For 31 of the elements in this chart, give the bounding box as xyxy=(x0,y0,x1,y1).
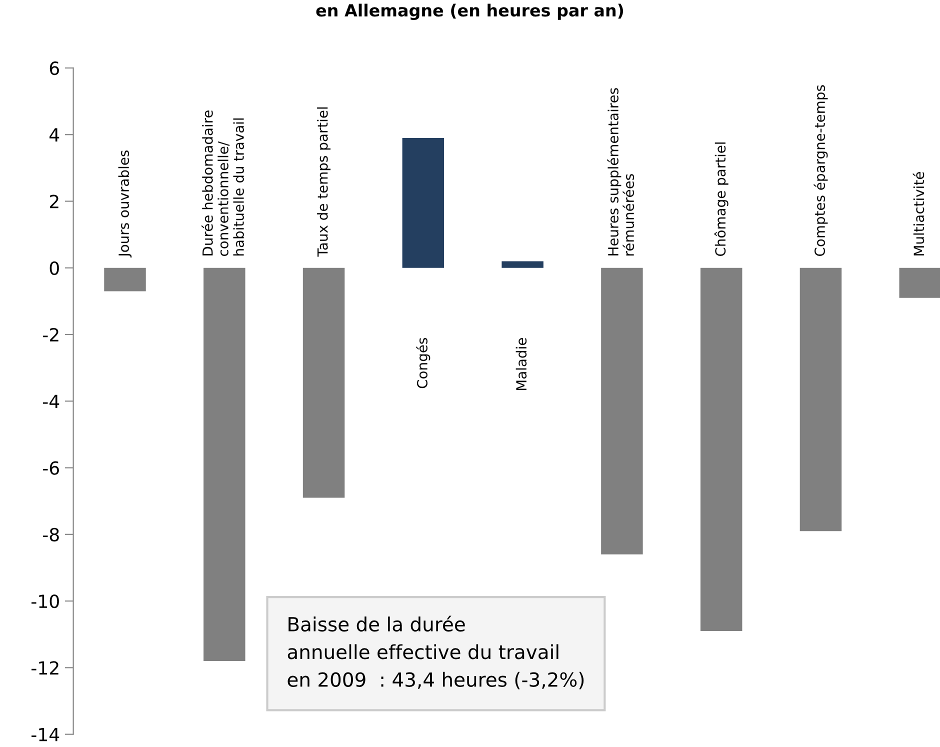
bar xyxy=(601,268,643,554)
bar xyxy=(104,268,146,292)
y-tick-label: -4 xyxy=(43,394,60,408)
bar xyxy=(899,268,940,298)
y-tick-label: 2 xyxy=(50,194,58,208)
y-tick-label: -12 xyxy=(32,661,58,675)
bar xyxy=(800,268,842,532)
x-tick-label: Multiactivité xyxy=(912,172,924,256)
x-tick-label: Durée hebdomadaire conventionnelle/ habituelle du travail xyxy=(202,110,244,256)
x-tick-label: Chômage partiel xyxy=(714,142,728,256)
y-tick-label: 6 xyxy=(50,61,59,76)
x-tick-label: Maladie xyxy=(516,338,527,390)
y-tick-label: -6 xyxy=(43,461,59,475)
chart-title: en Allemagne (en heures par an) xyxy=(316,4,624,20)
y-tick-label: -10 xyxy=(32,594,59,608)
y-tick-label: -8 xyxy=(43,528,59,542)
x-tick-label: Congés xyxy=(416,338,430,388)
y-tick-label: -2 xyxy=(43,328,58,342)
y-tick-label: 0 xyxy=(50,261,59,275)
bar xyxy=(204,268,246,662)
y-tick-label: -14 xyxy=(32,728,60,742)
bar xyxy=(402,138,444,268)
x-tick-label: Comptes épargne-temps xyxy=(814,85,828,256)
y-tick-label: 4 xyxy=(50,128,60,142)
x-tick-label: Jours ouvrables xyxy=(118,150,132,258)
x-tick-label: Taux de temps partiel xyxy=(317,107,331,257)
annotation: Baisse de la durée annuelle effective du travail en 2009 : 43,4 heures (-3,2%) xyxy=(288,616,584,690)
bar xyxy=(700,268,742,632)
x-tick-label: Heures supplémentaires rémunérées xyxy=(607,88,634,256)
bar xyxy=(502,261,544,268)
bar xyxy=(302,268,345,498)
